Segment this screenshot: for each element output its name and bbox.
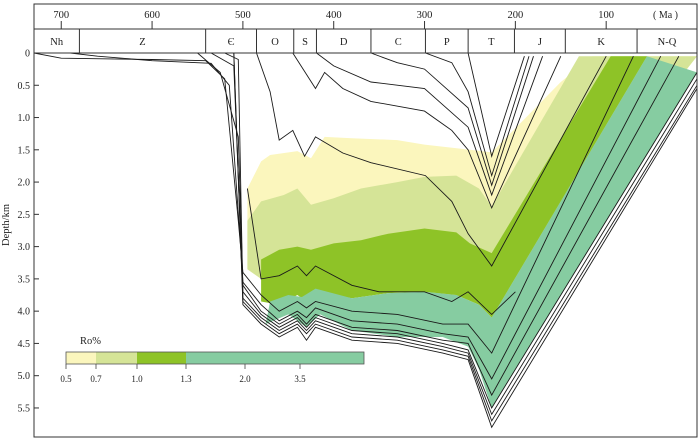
burial-curve-6: [233, 53, 697, 422]
top-tick-label: 500: [235, 10, 251, 21]
legend-tick-label: 1.0: [131, 374, 143, 384]
burial-curves: [34, 53, 697, 429]
top-tick-label: 200: [507, 10, 523, 21]
y-tick-label: 5.5: [18, 403, 31, 414]
burial-curve-14: [246, 188, 516, 316]
burial-curve-8: [256, 53, 607, 267]
y-tick-label: 1.5: [18, 145, 31, 156]
y-tick-label: 1.0: [18, 113, 31, 124]
legend-swatch: [96, 352, 137, 364]
legend-tick-label: 0.7: [90, 374, 102, 384]
zone-ro-1.3-2.0: [265, 56, 697, 408]
legend-tick-label: 0.5: [60, 374, 72, 384]
y-tick-label: 0.5: [18, 81, 31, 92]
top-tick-label: 100: [598, 10, 614, 21]
ro-legend: Ro% 0.5 0.7 1.0 1.3 2.0 3.5: [60, 336, 365, 384]
y-tick-label: 4.5: [18, 339, 31, 350]
y-tick-label: 4.0: [18, 307, 31, 318]
maturity-zones: [247, 56, 697, 408]
burial-curve-12: [425, 53, 530, 178]
top-tick-label: 700: [53, 10, 69, 21]
period-label: Nh: [50, 37, 64, 48]
period-label: D: [340, 37, 348, 48]
time-unit-label: ( Ma ): [653, 10, 678, 21]
period-label: J: [538, 37, 542, 48]
legend-swatch: [137, 352, 186, 364]
legend-tick-label: 2.0: [239, 374, 251, 384]
burial-curve-13: [467, 53, 525, 158]
y-axis-label: Depth/km: [1, 204, 12, 246]
top-tick-label: 300: [417, 10, 433, 21]
burial-curve-2: [70, 53, 662, 380]
burial-curve-9: [292, 53, 562, 210]
burial-curve-3: [197, 53, 680, 397]
period-label: Z: [139, 37, 145, 48]
y-tick-label: 2.0: [18, 178, 31, 189]
period-label: C: [395, 37, 402, 48]
period-label: T: [488, 37, 495, 48]
axes: 700 600 500 400 300 200 100 ( Ma ) 0 0.5 1.0 1.5 2.0…: [1, 10, 678, 414]
period-label: O: [271, 37, 279, 48]
frame-border: [33, 3, 698, 438]
zone-ro-1.0-1.3: [261, 56, 647, 318]
legend-box: [65, 351, 365, 365]
burial-curve-5: [224, 53, 697, 416]
burial-curve-1: [34, 53, 634, 354]
y-tick-label: 2.5: [18, 210, 31, 221]
y-tick-label: 5.0: [18, 371, 31, 382]
y-tick-label: 3.5: [18, 274, 31, 285]
period-label: Є: [228, 37, 235, 48]
legend-tick-label: 3.5: [294, 374, 306, 384]
legend-tick-label: 1.3: [180, 374, 192, 384]
period-label: N-Q: [658, 37, 677, 48]
burial-curve-7: [233, 53, 697, 429]
period-label: P: [444, 37, 450, 48]
burial-curve-4: [210, 53, 697, 409]
y-tick-label: 0: [25, 49, 30, 60]
legend-swatch: [66, 352, 96, 364]
legend-title: Ro%: [80, 336, 101, 347]
legend-swatch: [186, 352, 364, 364]
top-tick-label: 400: [326, 10, 342, 21]
plot-frame: Nh Z Є O S D C P T J K N-Q: [33, 3, 698, 438]
period-label: K: [597, 37, 605, 48]
period-label: S: [302, 37, 308, 48]
burial-curve-11: [370, 53, 534, 187]
burial-curve-10: [316, 53, 544, 197]
y-tick-label: 3.0: [18, 242, 31, 253]
top-tick-label: 600: [144, 10, 160, 21]
